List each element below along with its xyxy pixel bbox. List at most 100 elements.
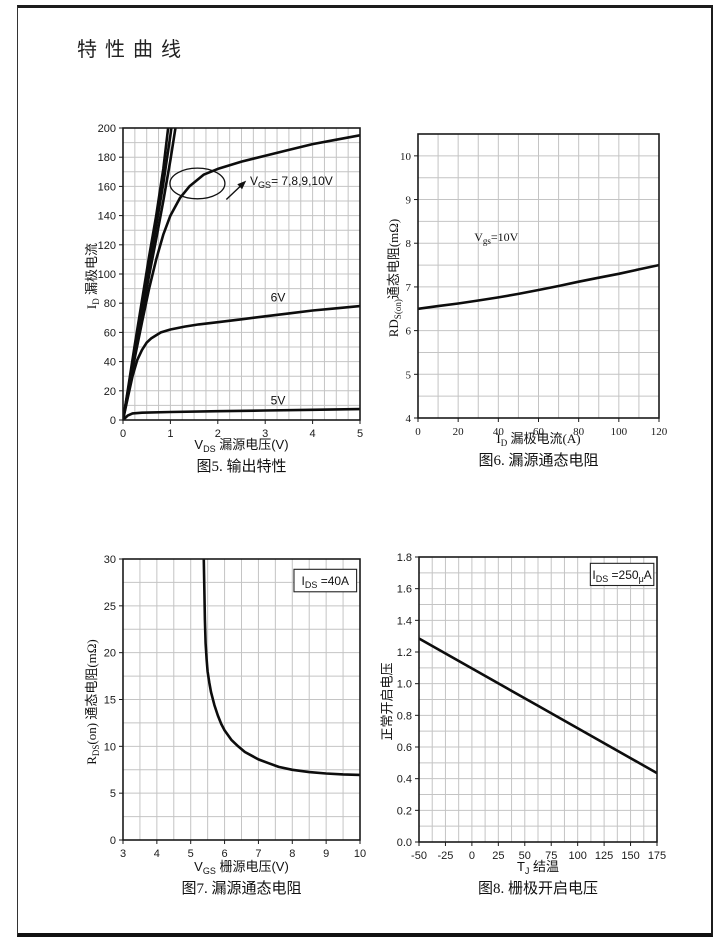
figure7-x-axis-label: VGS 栅源电压(V)	[194, 859, 289, 876]
figure7-plot: 3 4 5 6 7 8 9 10 0 5 10 15 20 25 30 IDS =40A	[104, 554, 366, 860]
svg-text:0: 0	[120, 428, 126, 440]
svg-text:40: 40	[493, 426, 505, 438]
svg-text:7: 7	[255, 848, 261, 860]
series-curves	[418, 263, 659, 311]
curve-group-ellipse	[169, 167, 226, 200]
svg-text:60: 60	[104, 327, 116, 339]
svg-text:25: 25	[104, 601, 116, 613]
svg-text:4: 4	[310, 428, 316, 440]
series-curves	[123, 128, 360, 420]
axis-ticks: 0 1 2 3 4 5 0 20 40 60 80 100 120 140 160 180 200	[98, 123, 363, 440]
svg-text:1.4: 1.4	[397, 615, 412, 627]
figure6-plot: 0 20 40 60 80 100 120 4 5 6 7 8 9 10 Vgs=10V	[400, 133, 668, 438]
svg-text:200: 200	[98, 123, 116, 135]
plot-frame	[418, 556, 658, 843]
annotations: IDS =250μA	[589, 562, 655, 587]
figure8-plot: -50 -25 0 25 50 75 100 125 150 175 0.0 0.2 0.4 0.6 0.8…	[397, 552, 666, 862]
figure5-caption: 图5. 输出特性	[196, 459, 287, 475]
svg-text:100: 100	[98, 269, 116, 281]
series-curves	[419, 637, 657, 775]
figure5-y-axis-label: ID 漏极电流	[84, 242, 101, 310]
svg-text:75: 75	[545, 850, 557, 862]
svg-text:175: 175	[648, 850, 666, 862]
svg-text:6: 6	[406, 326, 412, 338]
series-curves	[202, 559, 360, 777]
svg-text:8: 8	[289, 848, 295, 860]
svg-text:0.0: 0.0	[397, 837, 412, 849]
series-VGS-6V	[123, 304, 360, 420]
svg-text:3: 3	[120, 848, 126, 860]
svg-text:60: 60	[533, 426, 545, 438]
curve-label: VGS= 7,8,9,10V	[250, 174, 333, 190]
svg-text:25: 25	[492, 850, 504, 862]
series-VGS-5V	[123, 407, 360, 420]
page-title: 特性曲线	[77, 39, 189, 61]
svg-text:100: 100	[611, 426, 628, 438]
svg-text:50: 50	[519, 850, 531, 862]
svg-text:5: 5	[110, 788, 116, 800]
axis-ticks: 3 4 5 6 7 8 9 10 0 5 10 15 20 25 30	[104, 554, 366, 860]
figure5-x-axis-label: VDS 漏源电压(V)	[194, 437, 289, 454]
svg-text:0: 0	[110, 835, 116, 847]
axis-ticks: 0 20 40 60 80 100 120 4 5 6 7 8 9 10	[400, 151, 668, 438]
svg-text:4: 4	[154, 848, 160, 860]
svg-text:7: 7	[406, 282, 412, 294]
curve-label: Vgs=10V	[474, 230, 518, 246]
figure8-caption: 图8. 栅极开启电压	[477, 881, 598, 897]
figure6-y-axis-label: RDS(on)通态电阻(mΩ)	[386, 218, 403, 338]
svg-text:4: 4	[406, 413, 412, 425]
svg-text:6: 6	[222, 848, 228, 860]
svg-text:9: 9	[323, 848, 329, 860]
svg-text:0: 0	[110, 415, 116, 427]
svg-text:8: 8	[406, 238, 412, 250]
series-RDSon-vs-VGS	[202, 559, 360, 777]
gridlines	[122, 127, 361, 421]
curve-label: 6V	[271, 291, 286, 305]
svg-text:140: 140	[98, 211, 116, 223]
svg-text:1.2: 1.2	[397, 647, 412, 659]
svg-text:0.4: 0.4	[397, 774, 412, 786]
series-Vth-vs-TJ	[419, 637, 657, 775]
svg-text:1.0: 1.0	[397, 679, 412, 691]
svg-text:125: 125	[595, 850, 613, 862]
annotations: IDS =40A	[293, 568, 358, 593]
condition-label: IDS =250μA	[592, 568, 651, 584]
svg-text:1.6: 1.6	[397, 584, 412, 596]
svg-text:-25: -25	[437, 850, 453, 862]
page-border	[17, 5, 713, 937]
annotations: VGS= 7,8,9,10V 6V 5V	[169, 167, 333, 408]
svg-text:-50: -50	[411, 850, 427, 862]
condition-box	[293, 568, 358, 593]
series-RDSon-vs-ID	[418, 263, 659, 311]
gridlines	[122, 558, 361, 841]
svg-text:3: 3	[262, 428, 268, 440]
annotations: Vgs=10V	[474, 230, 518, 246]
arrowhead	[237, 180, 247, 190]
svg-text:180: 180	[98, 152, 116, 164]
svg-text:80: 80	[573, 426, 585, 438]
svg-text:150: 150	[621, 850, 639, 862]
svg-text:0.6: 0.6	[397, 742, 412, 754]
figure5-plot: 0 1 2 3 4 5 0 20 40 60 80 100 120 140 160 180 200 VGS= 7,…	[98, 123, 363, 440]
curve-label: 5V	[271, 394, 286, 408]
gridlines	[417, 133, 660, 419]
svg-text:0.8: 0.8	[397, 710, 412, 722]
figure8-x-axis-label: TJ 结温	[516, 859, 560, 876]
svg-text:160: 160	[98, 181, 116, 193]
svg-text:30: 30	[104, 554, 116, 566]
svg-text:5: 5	[357, 428, 363, 440]
figure7-caption: 图7. 漏源通态电阻	[181, 881, 302, 897]
svg-text:20: 20	[104, 648, 116, 660]
condition-label: IDS =40A	[302, 574, 350, 590]
svg-text:5: 5	[406, 369, 412, 381]
svg-text:10: 10	[104, 741, 116, 753]
axis-ticks: -50 -25 0 25 50 75 100 125 150 175 0.0 0.2 0.4 0.6 0.8…	[397, 552, 666, 862]
svg-text:15: 15	[104, 695, 116, 707]
svg-text:1.8: 1.8	[397, 552, 412, 564]
svg-text:0: 0	[415, 426, 421, 438]
svg-text:0: 0	[469, 850, 475, 862]
svg-text:10: 10	[400, 151, 412, 163]
svg-text:2: 2	[215, 428, 221, 440]
svg-text:10: 10	[354, 848, 366, 860]
